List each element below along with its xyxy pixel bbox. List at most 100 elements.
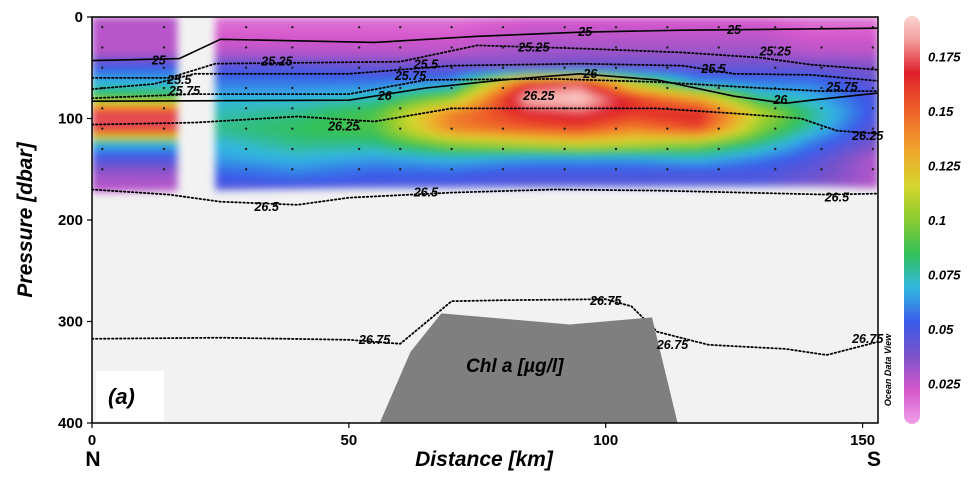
heat-cell (377, 65, 386, 69)
heat-cell (315, 179, 324, 183)
heat-cell (323, 25, 332, 28)
heat-cell (138, 49, 147, 53)
heat-cell (554, 21, 563, 24)
heat-cell (577, 53, 586, 57)
heat-cell (223, 159, 232, 162)
heat-cell (415, 59, 424, 63)
heat-cell (531, 23, 540, 26)
heat-cell (515, 43, 525, 47)
heat-cell (361, 63, 371, 67)
heat-cell (346, 37, 355, 40)
heat-cell (99, 21, 109, 24)
heat-cell (161, 110, 170, 114)
heat-cell (261, 90, 270, 93)
heat-cell (546, 98, 555, 101)
heat-cell (562, 171, 571, 174)
heat-cell (338, 165, 347, 168)
heat-cell (323, 39, 332, 42)
heat-cell (330, 90, 340, 93)
heat-cell (515, 116, 525, 120)
heat-cell (562, 169, 571, 172)
heat-cell (323, 47, 332, 51)
heat-cell (454, 17, 463, 20)
heat-cell (300, 108, 309, 111)
heat-cell (230, 51, 240, 55)
heat-cell (577, 21, 586, 24)
heat-cell (307, 169, 317, 172)
heat-cell (577, 183, 586, 187)
heat-cell (531, 153, 540, 156)
heat-cell (115, 181, 124, 185)
heat-cell (145, 161, 155, 164)
heat-cell (115, 33, 124, 36)
heat-cell (223, 106, 232, 109)
heat-cell (354, 19, 363, 22)
heat-cell (292, 45, 301, 49)
heat-cell (300, 27, 309, 30)
heat-cell (138, 175, 147, 178)
heat-cell (469, 31, 478, 34)
heat-cell (338, 106, 347, 109)
heat-cell (223, 181, 232, 185)
heat-cell (415, 161, 424, 164)
heat-cell (485, 43, 494, 47)
heat-cell (500, 49, 509, 53)
heat-cell (369, 130, 378, 134)
heat-cell (138, 189, 147, 192)
heat-cell (230, 116, 240, 120)
heat-cell (361, 37, 371, 40)
heat-cell (261, 98, 270, 101)
heat-cell (92, 110, 101, 114)
heat-cell (577, 179, 586, 183)
heat-cell (400, 155, 409, 158)
heat-cell (423, 31, 432, 34)
heat-cell (454, 185, 463, 188)
heat-cell (338, 41, 347, 44)
heat-cell (284, 165, 293, 168)
heat-cell (546, 173, 555, 176)
heat-cell (284, 142, 293, 146)
heat-cell (500, 165, 509, 168)
heat-cell (238, 33, 247, 36)
heat-cell (122, 45, 132, 49)
heat-cell (230, 81, 240, 85)
heat-cell (438, 112, 448, 116)
heat-cell (115, 81, 124, 85)
heat-cell (315, 185, 324, 189)
heat-cell (292, 61, 301, 65)
heat-cell (492, 39, 502, 42)
heat-cell (369, 77, 378, 81)
heat-cell (330, 179, 340, 183)
heat-cell (284, 173, 293, 176)
heat-cell (546, 102, 555, 105)
heat-cell (122, 86, 132, 89)
heat-cell (477, 41, 486, 44)
heat-cell (554, 134, 563, 138)
heat-cell (315, 57, 324, 61)
heat-cell (423, 173, 432, 176)
heat-cell (508, 92, 517, 95)
heat-cell (238, 75, 247, 79)
heat-cell (438, 118, 448, 122)
heat-cell (531, 71, 540, 75)
heat-cell (315, 148, 324, 152)
heat-cell (292, 108, 301, 111)
heat-cell (346, 63, 355, 67)
heat-cell (554, 65, 563, 69)
heat-cell (230, 67, 240, 71)
heat-cell (492, 17, 502, 20)
heat-cell (138, 159, 147, 162)
heat-cell (354, 79, 363, 83)
heat-cell (469, 134, 478, 138)
heat-cell (569, 29, 579, 32)
heat-cell (508, 47, 517, 51)
heat-cell (115, 63, 124, 67)
heat-cell (246, 27, 255, 30)
heat-cell (130, 53, 139, 57)
heat-cell (145, 179, 155, 183)
heat-cell (531, 181, 540, 185)
heat-cell (415, 73, 424, 77)
heat-cell (92, 169, 101, 172)
heat-cell (246, 79, 255, 83)
heat-cell (330, 128, 340, 132)
